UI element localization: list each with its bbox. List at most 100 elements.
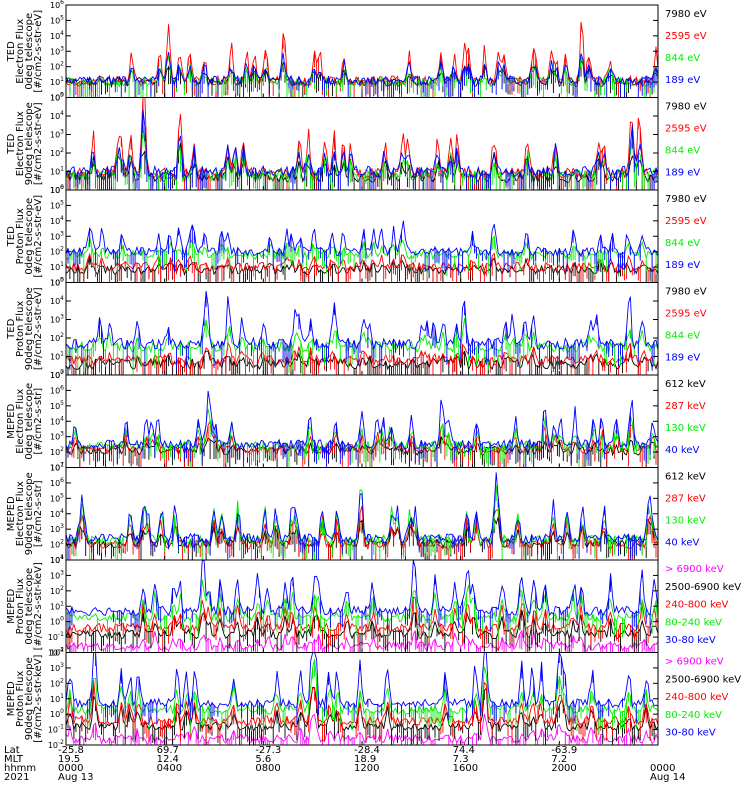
y-axis-title-line: [#/cm2-s-str-keV] — [33, 562, 44, 650]
x-tick-label: 7.2 — [551, 754, 567, 765]
y-tick-label: 107 — [50, 462, 64, 473]
series-line-1-4 — [66, 52, 658, 98]
y-tick-label: 104 — [50, 295, 64, 306]
y-tick-label: 101 — [50, 76, 64, 87]
y-tick-label: 103 — [50, 314, 64, 325]
y-axis-title-line: [#/cm2-s-str-eV] — [33, 287, 44, 370]
y-tick-label: 10-1 — [48, 631, 64, 642]
x-tick-label: 0800 — [255, 763, 280, 774]
series-line-1-2 — [66, 22, 658, 98]
y-tick-label: 100 — [50, 369, 64, 380]
y-tick-label: 101 — [50, 693, 64, 704]
legend-entry: 189 eV — [665, 75, 700, 86]
legend-entry: 130 keV — [665, 423, 706, 434]
y-tick-label: 102 — [50, 147, 64, 158]
y-tick-label: 104 — [50, 415, 64, 426]
y-tick-label: 101 — [50, 166, 64, 177]
y-axis-title-line: [#/cm2-s-str] — [33, 388, 44, 455]
legend-entry: 7980 eV — [665, 287, 707, 298]
y-axis-title-line: 0deg telescope — [24, 13, 35, 90]
y-axis-title-line: 90deg telescope — [24, 102, 35, 185]
y-tick-label: 104 — [50, 554, 64, 565]
y-axis-title-line: Proton Flux — [15, 301, 26, 357]
x-tick-label: 69.7 — [157, 745, 179, 756]
y-axis-title-line: TED — [6, 41, 17, 62]
series-line-7-1 — [66, 629, 658, 653]
y-tick-label: 10-2 — [48, 647, 64, 658]
x-tick-label: -63.9 — [551, 745, 577, 756]
series-line-3-3 — [66, 234, 658, 279]
series-line-8-2 — [66, 686, 658, 745]
y-axis-title-line: [#/cm2-s-str-keV] — [33, 655, 44, 743]
y-axis-title-line: 90deg telescope — [24, 287, 35, 370]
y-tick-label: 102 — [50, 539, 64, 550]
y-axis-title-line: Electron Flux — [15, 481, 26, 546]
series-line-8-3 — [66, 679, 658, 745]
x-tick-label: 5.6 — [255, 754, 271, 765]
series-line-6-1 — [66, 517, 658, 560]
x-tick-label: 19.5 — [58, 754, 80, 765]
legend-entry: 189 eV — [665, 260, 700, 271]
y-tick-label: 102 — [50, 677, 64, 688]
legend-entry: 2595 eV — [665, 124, 707, 135]
y-axis-title-line: TED — [6, 226, 17, 247]
x-tick-label: Aug 13 — [58, 772, 93, 783]
y-tick-label: 104 — [50, 110, 64, 121]
y-tick-label: 105 — [50, 400, 64, 411]
y-tick-label: 103 — [50, 129, 64, 140]
legend-entry: 80-240 keV — [665, 617, 722, 628]
y-axis-title-line: Electron Flux — [15, 111, 26, 176]
series-line-5-1 — [66, 436, 658, 468]
y-tick-label: 100 — [50, 277, 64, 288]
legend-entry: 7980 eV — [665, 102, 707, 113]
series-line-7-4 — [66, 579, 658, 641]
y-tick-label: 103 — [50, 45, 64, 56]
y-axis-title-line: 0deg telescope — [24, 568, 35, 645]
y-axis-title-line: [#/cm2-s-str] — [33, 480, 44, 547]
y-tick-label: 102 — [50, 246, 64, 257]
series-line-3-4 — [66, 220, 658, 276]
x-tick-label: -28.4 — [354, 745, 380, 756]
y-tick-label: 100 — [50, 708, 64, 719]
y-tick-label: 105 — [50, 92, 64, 103]
legend-entry: 7980 eV — [665, 9, 707, 20]
legend-entry: 7980 eV — [665, 194, 707, 205]
y-tick-label: 106 — [50, 384, 64, 395]
series-line-8-5 — [66, 652, 658, 725]
y-tick-label: 105 — [50, 492, 64, 503]
legend-entry: 2500-6900 keV — [665, 582, 741, 593]
y-axis-title-line: TED — [6, 133, 17, 154]
x-tick-label: -27.3 — [255, 745, 281, 756]
y-tick-label: 102 — [50, 446, 64, 457]
legend-entry: 240-800 keV — [665, 600, 729, 611]
y-tick-label: 104 — [50, 215, 64, 226]
legend-entry: 2595 eV — [665, 309, 707, 320]
y-axis-title-line: MEPED — [6, 403, 17, 438]
y-tick-label: 107 — [50, 369, 64, 380]
y-tick-label: 103 — [50, 431, 64, 442]
x-tick-label: 7.3 — [453, 754, 469, 765]
legend-entry: > 6900 keV — [665, 564, 724, 575]
y-axis-title-line: TED — [6, 318, 17, 339]
y-axis-title-line: Electron Flux — [15, 389, 26, 454]
legend-entry: 844 eV — [665, 146, 700, 157]
x-tick-label: 0000 — [58, 763, 83, 774]
x-tick-label: 18.9 — [354, 754, 376, 765]
x-tick-label: 1200 — [354, 763, 379, 774]
y-axis-title-line: 90deg telescope — [24, 472, 35, 555]
legend-entry: 844 eV — [665, 331, 700, 342]
x-tick-label: 2000 — [551, 763, 576, 774]
legend-entry: 189 eV — [665, 168, 700, 179]
y-axis-title-line: 0deg telescope — [24, 198, 35, 275]
y-axis-title-line: [#/cm2-s-str-eV] — [33, 195, 44, 278]
y-tick-label: 103 — [50, 569, 64, 580]
y-tick-label: 102 — [50, 61, 64, 72]
x-tick-label: 0400 — [157, 763, 182, 774]
y-axis-title-line: Proton Flux — [15, 578, 26, 634]
series-line-4-4 — [66, 291, 658, 371]
legend-entry: 612 keV — [665, 379, 706, 390]
